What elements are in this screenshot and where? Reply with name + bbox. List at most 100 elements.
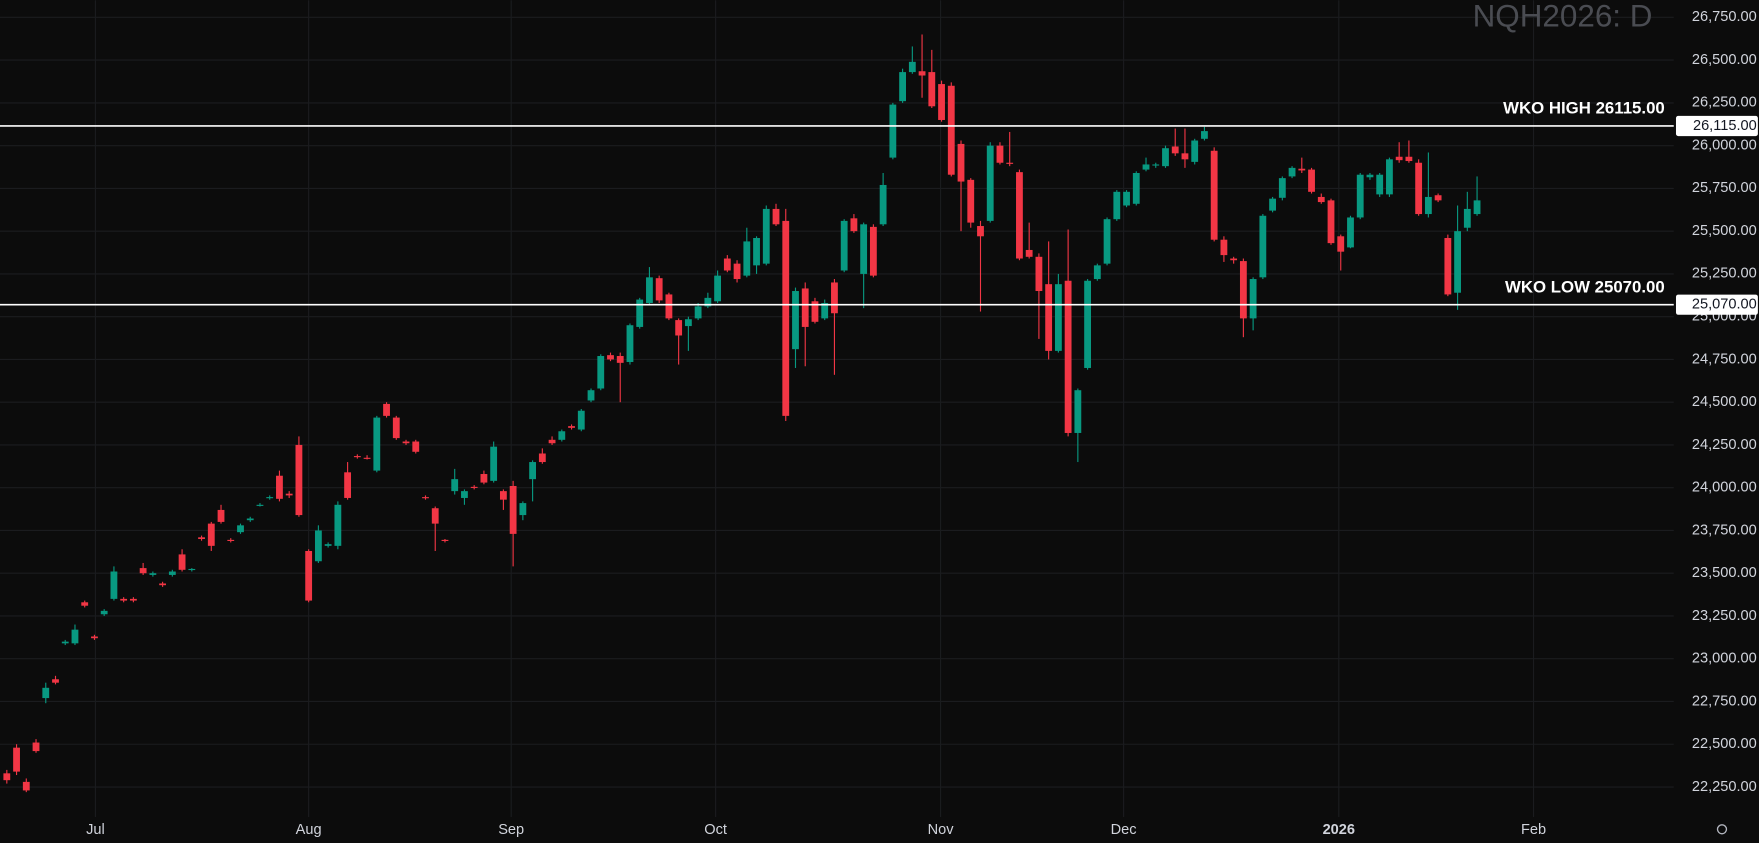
candle-body xyxy=(1113,191,1121,220)
candle-body xyxy=(908,61,916,73)
candle-body xyxy=(743,241,751,276)
candle-body xyxy=(1016,172,1023,259)
candle-body xyxy=(831,282,838,314)
y-tick-label: 23,250.00 xyxy=(1692,608,1757,624)
candle-body xyxy=(422,497,429,499)
y-tick-label: 22,750.00 xyxy=(1692,693,1757,709)
candle-body xyxy=(889,104,897,158)
candle-body xyxy=(1434,195,1442,201)
candle-body xyxy=(470,486,478,488)
candle-body xyxy=(110,571,118,599)
candle-body xyxy=(1210,150,1218,240)
candle-body xyxy=(91,636,98,639)
candle-body xyxy=(646,277,653,303)
candle-body xyxy=(451,479,459,492)
candle-body xyxy=(139,568,147,574)
settings-icon[interactable] xyxy=(1716,824,1728,835)
candle-body xyxy=(1356,174,1364,218)
candle-body xyxy=(100,610,108,615)
candle-body xyxy=(1317,196,1325,203)
candle-body xyxy=(801,288,809,327)
y-tick-label: 23,000.00 xyxy=(1692,651,1757,667)
candle-body xyxy=(636,299,644,327)
candle-body xyxy=(22,781,30,791)
candle-body xyxy=(704,297,712,307)
candle-body xyxy=(1347,217,1354,248)
candle-body xyxy=(431,508,439,524)
candle-body xyxy=(149,573,157,575)
candle-body xyxy=(392,417,400,439)
level-label: WKO HIGH 26115.00 xyxy=(1503,99,1665,118)
candle-body xyxy=(597,356,605,389)
candle-body xyxy=(276,475,283,499)
candle-body xyxy=(1278,178,1286,198)
candle-body xyxy=(655,278,663,301)
x-tick-label: Nov xyxy=(928,822,955,838)
candle-body xyxy=(947,85,955,175)
candle-body xyxy=(753,237,760,266)
y-tick-label: 26,250.00 xyxy=(1692,95,1757,111)
candle-body xyxy=(694,306,702,319)
candle-body xyxy=(1308,169,1315,192)
candle-body xyxy=(850,218,858,232)
candle-body xyxy=(499,491,507,500)
candle-body xyxy=(1084,280,1091,368)
candle-body xyxy=(723,258,731,271)
x-tick-label: Feb xyxy=(1521,822,1546,838)
candle-body xyxy=(607,355,614,360)
candle-body xyxy=(1035,256,1043,292)
y-tick-label: 26,750.00 xyxy=(1692,9,1757,25)
x-tick-label: Oct xyxy=(704,822,727,838)
candle-body xyxy=(1239,261,1247,319)
y-tick-label: 24,500.00 xyxy=(1692,394,1757,410)
level-axis-marker xyxy=(1675,294,1758,315)
y-tick-label: 25,250.00 xyxy=(1692,266,1757,282)
candle-body xyxy=(840,220,848,271)
x-tick-label: Aug xyxy=(296,822,322,838)
candle-body xyxy=(256,504,264,506)
candle-body xyxy=(42,687,50,699)
candle-body xyxy=(314,530,322,562)
candle-body xyxy=(986,145,994,221)
candle-body xyxy=(305,550,313,601)
candles xyxy=(3,34,1481,793)
candle-body xyxy=(996,145,1004,163)
candle-body xyxy=(733,263,741,280)
candle-body xyxy=(792,291,799,350)
y-tick-label: 26,000.00 xyxy=(1692,137,1757,153)
candle-body xyxy=(860,224,868,274)
x-tick-label: Sep xyxy=(498,822,524,838)
candle-body xyxy=(509,485,517,534)
y-tick-label: 23,500.00 xyxy=(1692,565,1757,581)
y-tick-label: 22,250.00 xyxy=(1692,779,1757,795)
candle-body xyxy=(1123,191,1130,206)
candle-body xyxy=(1006,162,1014,164)
candle-body xyxy=(168,571,176,575)
candle-body xyxy=(558,431,566,440)
candle-body xyxy=(1025,249,1033,257)
candle-body xyxy=(490,446,498,481)
candle-body xyxy=(869,226,877,276)
candle-body xyxy=(1162,148,1169,167)
y-tick-label: 24,000.00 xyxy=(1692,480,1757,496)
y-tick-label: 24,750.00 xyxy=(1692,351,1757,367)
candle-body xyxy=(1181,153,1189,160)
candle-body xyxy=(1376,174,1384,195)
x-tick-label: Jul xyxy=(86,822,105,838)
candle-body xyxy=(3,773,11,781)
candle-body xyxy=(1142,164,1150,170)
candle-body xyxy=(373,417,381,471)
candle-body xyxy=(1405,156,1413,162)
candle-body xyxy=(363,457,371,459)
candle-body xyxy=(821,302,829,319)
candle-body xyxy=(334,504,342,546)
candle-body xyxy=(227,539,235,541)
candle-body xyxy=(1269,198,1276,211)
candle-body xyxy=(412,441,420,452)
candle-body xyxy=(519,503,527,516)
candle-body xyxy=(81,602,89,606)
